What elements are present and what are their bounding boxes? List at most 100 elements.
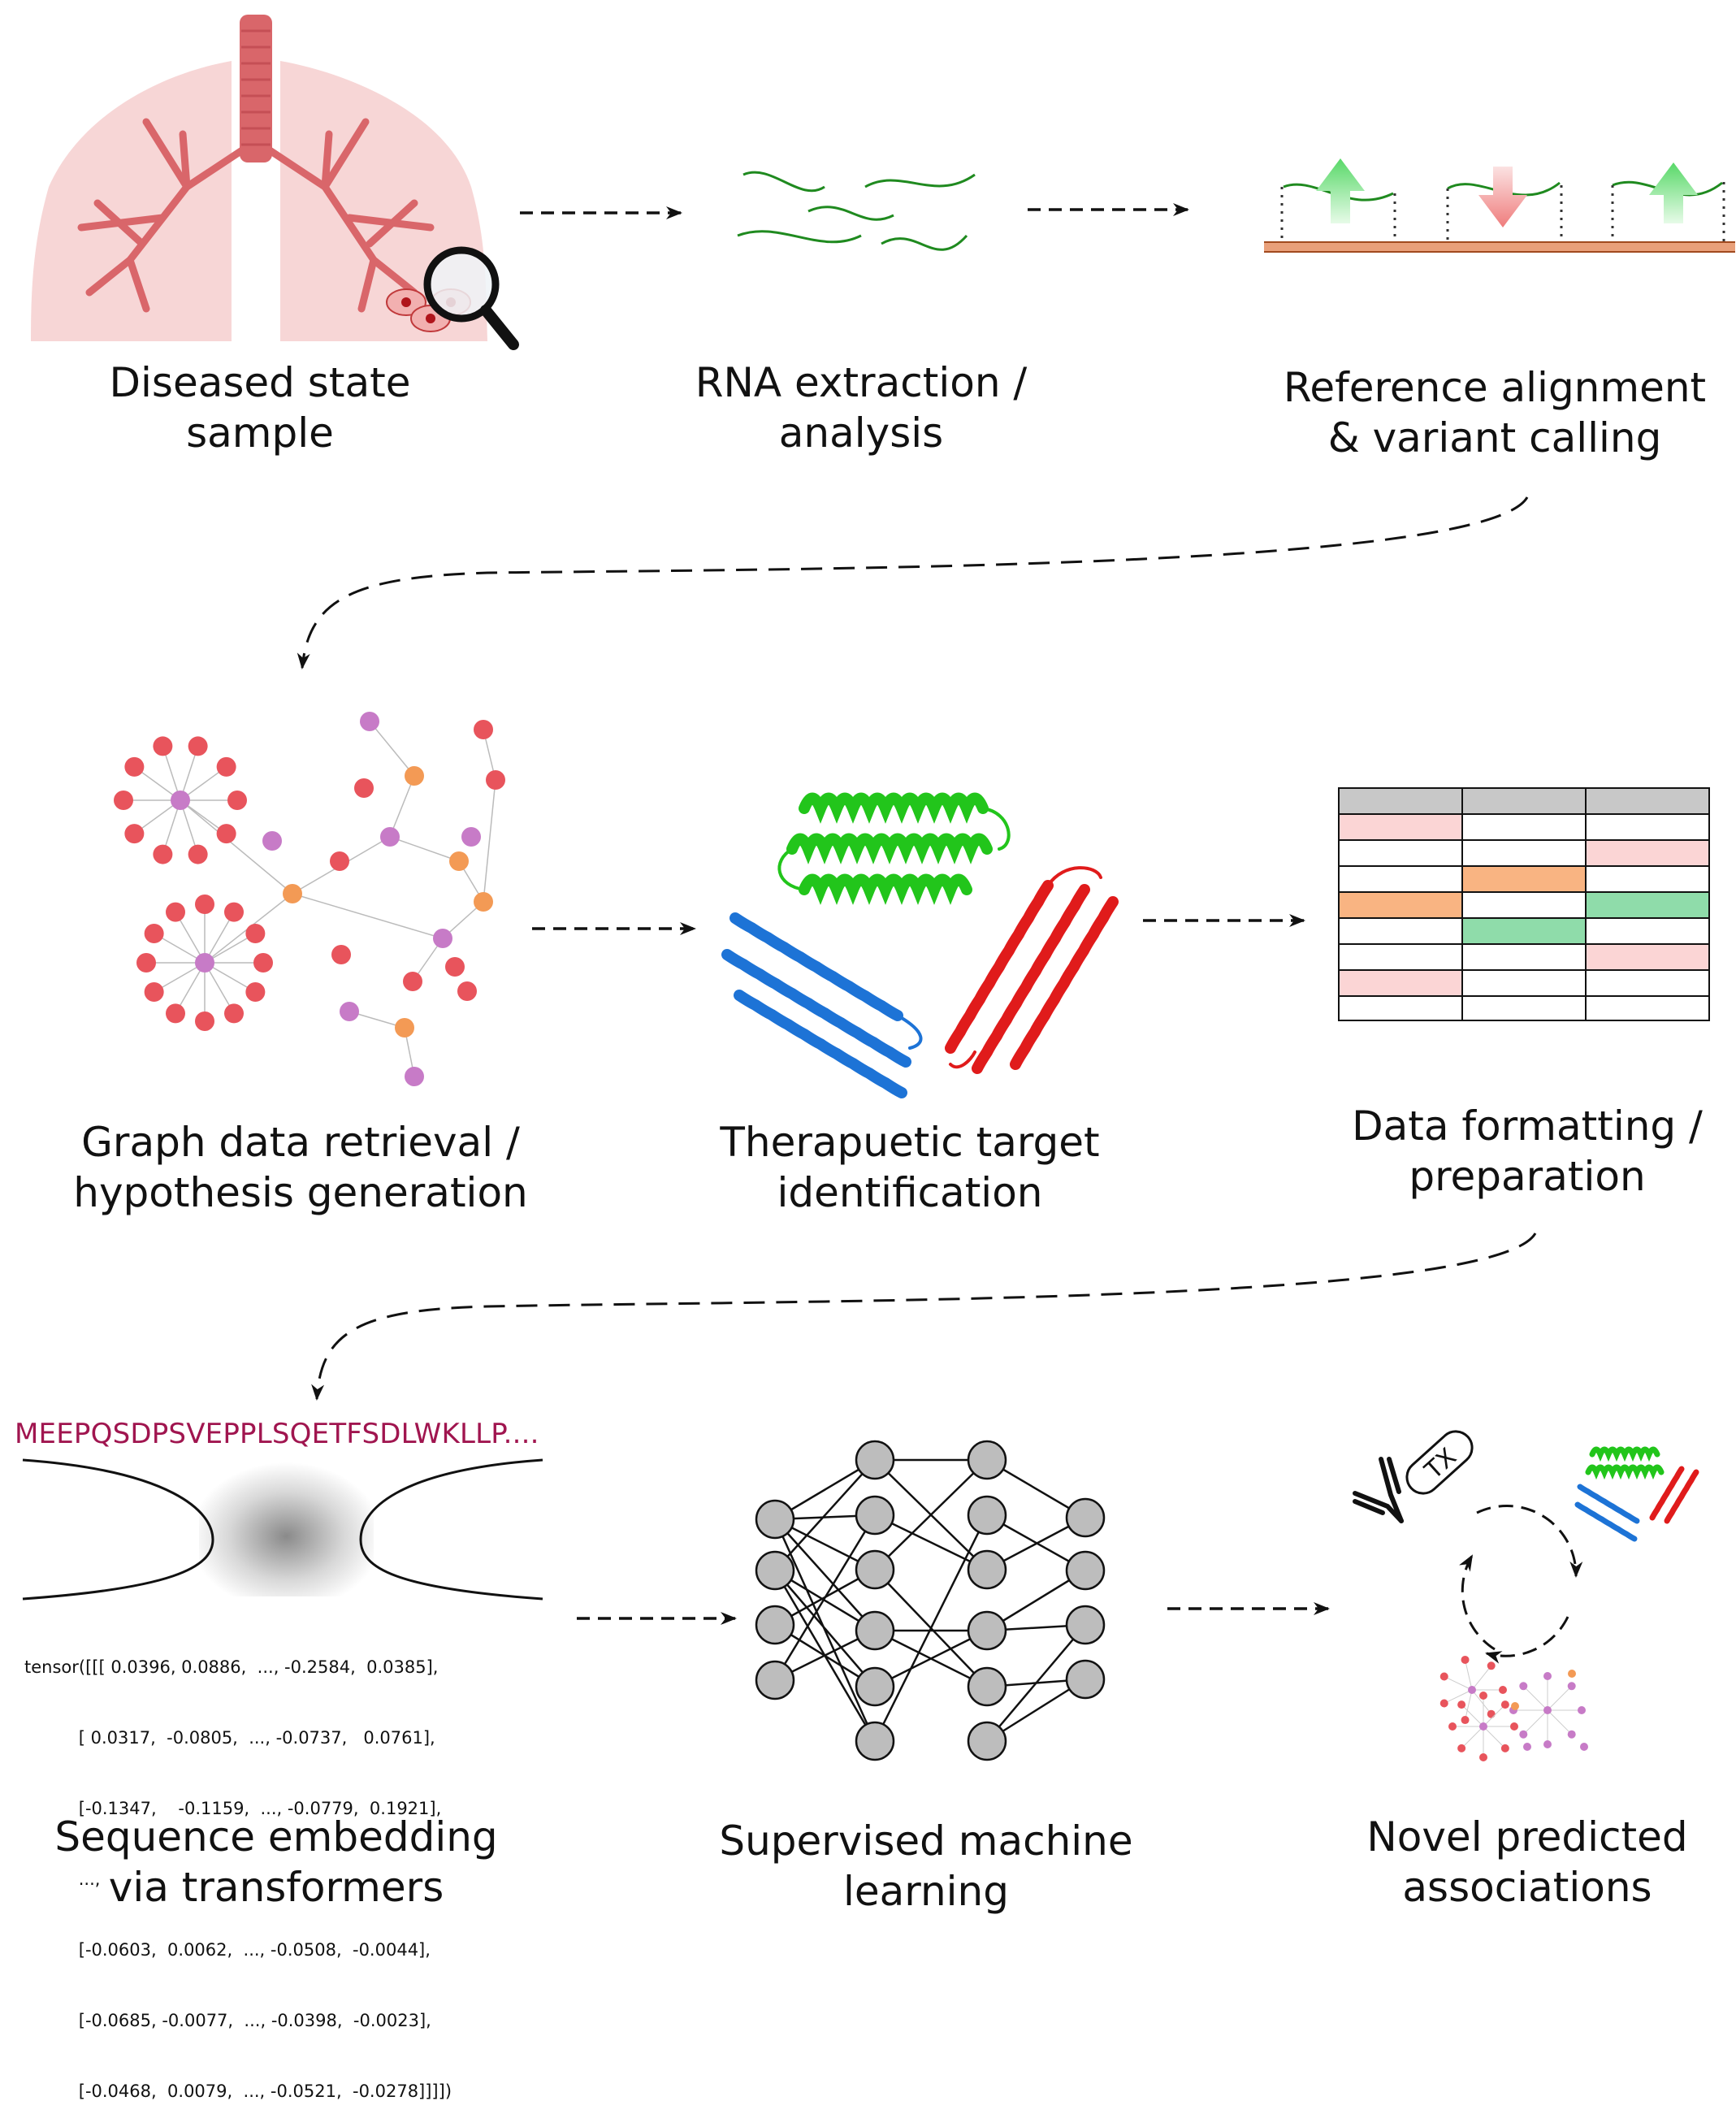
nn-edge xyxy=(774,1518,876,1631)
graph-node xyxy=(354,778,374,798)
mini-graph-node xyxy=(1580,1743,1588,1751)
nn-edge xyxy=(773,1514,877,1681)
mini-graph-edge xyxy=(1547,1709,1573,1735)
nn-node xyxy=(967,1610,1007,1651)
graph-edge xyxy=(292,893,444,939)
graph-node xyxy=(195,895,214,914)
table-cell xyxy=(1461,917,1587,945)
mini-graph-node xyxy=(1567,1730,1576,1739)
table-cell xyxy=(1338,839,1463,867)
mini-graph-node xyxy=(1567,1682,1576,1691)
graph-node xyxy=(224,902,244,922)
mini-graph-node xyxy=(1461,1716,1470,1725)
mini-graph-node xyxy=(1448,1722,1457,1731)
graph-edge xyxy=(204,962,235,1014)
table-cell xyxy=(1461,995,1587,1021)
mini-graph-node xyxy=(1457,1700,1466,1709)
mini-graph-node xyxy=(1479,1753,1487,1761)
graph-node xyxy=(224,1003,244,1024)
graph-node xyxy=(153,844,173,864)
table-cell xyxy=(1585,917,1710,945)
nn-node xyxy=(967,1666,1007,1707)
step-label-data-formatting: Data formatting / preparation xyxy=(1300,1101,1736,1202)
mini-graph-edge xyxy=(1444,1676,1473,1691)
nn-node xyxy=(855,1549,895,1590)
cycle-arrows-icon xyxy=(1458,1505,1583,1664)
mini-graph-edge xyxy=(1461,1726,1484,1749)
label-line: sample xyxy=(186,409,334,457)
mini-graph-node xyxy=(1487,1709,1496,1718)
nn-node xyxy=(755,1660,795,1700)
tx-drug-icon: TX xyxy=(1405,1430,1474,1495)
graph-node xyxy=(283,884,302,903)
table-cell xyxy=(1585,865,1710,893)
label-line: hypothesis generation xyxy=(73,1169,528,1216)
mini-graph-edge xyxy=(1465,1659,1473,1691)
protein-structures-icon xyxy=(721,792,1119,1098)
mini-graph-node xyxy=(1523,1743,1531,1751)
mini-graph-node xyxy=(1543,1740,1552,1748)
table-cell xyxy=(1585,969,1710,997)
nn-node xyxy=(967,1721,1007,1761)
graph-node xyxy=(124,824,145,844)
graph-node xyxy=(403,972,422,991)
step-label-therapeutic-target: Therapuetic target identification xyxy=(666,1117,1154,1218)
reference-genome-bar xyxy=(1264,242,1735,252)
tensor-line: ..., xyxy=(24,1869,101,1889)
mini-graph-node xyxy=(1479,1692,1487,1700)
step-label-diseased-state: Diseased state sample xyxy=(49,357,471,458)
label-line: Diseased state xyxy=(109,359,411,406)
mini-graph-edge xyxy=(1547,1685,1573,1711)
data-table-icon xyxy=(1338,787,1710,1021)
graph-node xyxy=(153,736,173,756)
table-cell xyxy=(1338,865,1463,893)
graph-node xyxy=(331,945,351,964)
nn-node xyxy=(855,1495,895,1536)
nn-node xyxy=(1065,1659,1106,1700)
graph-node xyxy=(216,824,236,844)
mini-graph-node xyxy=(1439,1672,1448,1681)
mini-graph-hub xyxy=(1468,1686,1476,1694)
mini-graph-edge xyxy=(1471,1689,1492,1715)
table-cell xyxy=(1461,787,1587,815)
graph-node xyxy=(461,827,481,847)
table-cell xyxy=(1461,865,1587,893)
mini-graph-edge xyxy=(1461,1704,1484,1727)
protein-sequence: MEEPQSDPSVEPPLSQETFSDLWKLLP.... xyxy=(15,1418,539,1450)
table-cell xyxy=(1585,787,1710,815)
nn-node xyxy=(855,1721,895,1761)
graph-edge xyxy=(180,799,293,895)
graph-node xyxy=(216,756,236,777)
lung-icon xyxy=(31,15,519,350)
graph-node xyxy=(405,1067,424,1086)
mini-graph-node xyxy=(1543,1672,1552,1680)
step-label-graph-retrieval: Graph data retrieval / hypothesis genera… xyxy=(32,1117,569,1218)
table-cell xyxy=(1585,839,1710,867)
graph-node xyxy=(188,736,208,756)
label-line: identification xyxy=(777,1169,1043,1216)
label-line: Novel predicted xyxy=(1366,1813,1688,1861)
protein-blue xyxy=(721,912,923,1098)
nn-node xyxy=(967,1495,1007,1536)
nn-edge xyxy=(874,1459,988,1570)
upregulation-arrow-icon xyxy=(1316,158,1365,223)
table-cell xyxy=(1461,969,1587,997)
mini-graph-node xyxy=(1568,1670,1576,1678)
nn-node xyxy=(755,1550,795,1591)
protein-red xyxy=(945,866,1119,1074)
mini-graph-node xyxy=(1487,1661,1496,1670)
nn-node xyxy=(967,1440,1007,1480)
graph-node xyxy=(360,712,379,731)
graph-hub-node xyxy=(171,791,190,810)
label-line: Supervised machine xyxy=(719,1817,1133,1865)
mini-graph-edge xyxy=(1444,1689,1473,1704)
nn-node xyxy=(855,1440,895,1480)
magnifier-icon xyxy=(423,246,500,323)
label-line: analysis xyxy=(778,409,944,457)
graph-node xyxy=(457,981,477,1001)
graph-node xyxy=(405,766,424,786)
mini-graph-edge xyxy=(1465,1689,1473,1721)
label-line: RNA extraction / xyxy=(695,359,1028,406)
table-cell xyxy=(1338,995,1463,1021)
mini-graph-hub xyxy=(1479,1722,1487,1731)
